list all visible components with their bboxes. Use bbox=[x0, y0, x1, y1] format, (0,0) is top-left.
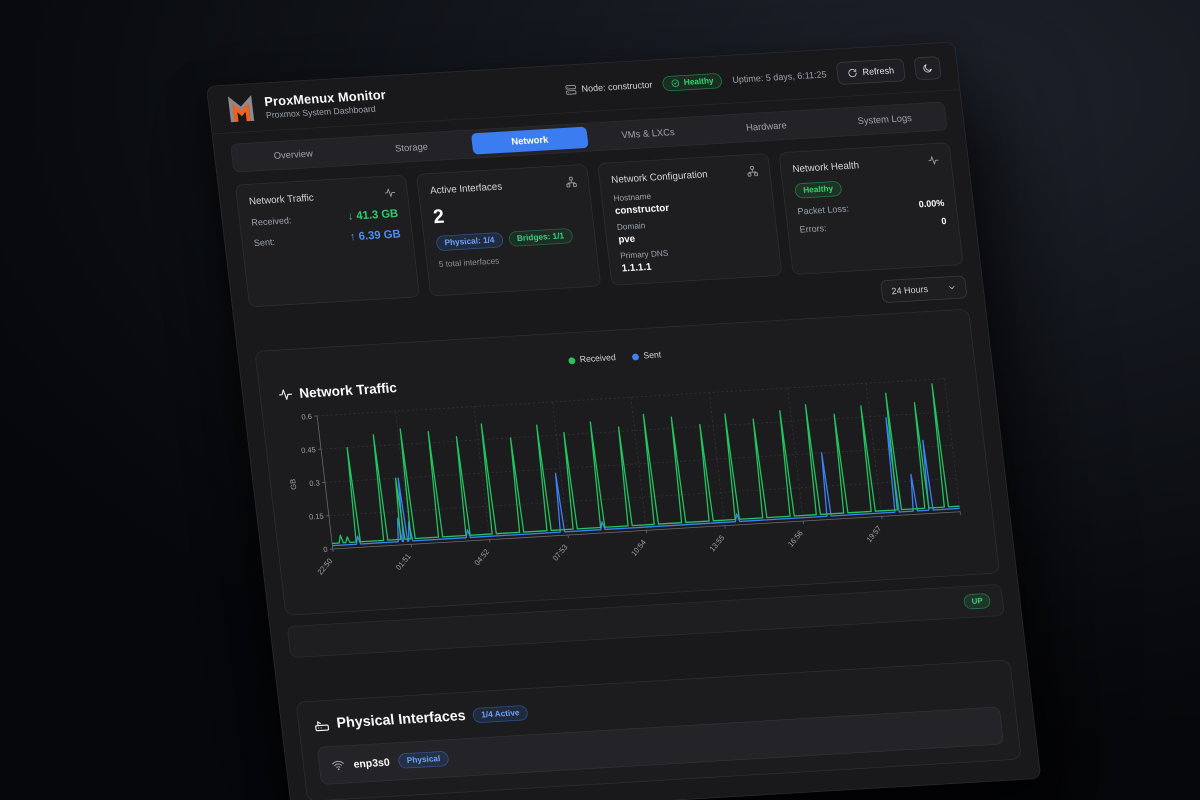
chart-title: Network Traffic bbox=[298, 380, 398, 401]
card-title: Active Interfaces bbox=[429, 180, 503, 196]
network-icon bbox=[566, 176, 577, 188]
wifi-icon bbox=[332, 760, 344, 770]
tab-storage[interactable]: Storage bbox=[394, 141, 429, 154]
time-range-select[interactable]: 24 Hours bbox=[880, 275, 968, 304]
received-value: ↓ 41.3 GB bbox=[346, 207, 399, 223]
svg-text:04:52: 04:52 bbox=[472, 547, 491, 567]
sent-label: Sent: bbox=[253, 236, 276, 248]
traffic-line-chart: 0 0.15 0.3 0.45 0.6 22:50 01:51 04:52 07:53 10:54… bbox=[288, 378, 961, 577]
activity-icon bbox=[384, 188, 396, 197]
active-count-badge: 1/4 Active bbox=[472, 704, 529, 724]
section-title: Physical Interfaces bbox=[335, 707, 467, 732]
check-circle-icon bbox=[671, 79, 680, 87]
stat-cards-row: Network Traffic Received: ↓ 41.3 GB Sent… bbox=[234, 142, 964, 308]
network-configuration-card: Network Configuration Hostname construct… bbox=[597, 153, 783, 286]
server-icon bbox=[565, 84, 577, 95]
tab-network[interactable]: Network bbox=[470, 126, 589, 155]
health-badge: Healthy bbox=[662, 72, 723, 92]
network-tree-icon bbox=[747, 165, 759, 177]
uptime-text: Uptime: 5 days, 6:11:25 bbox=[731, 68, 828, 86]
node-indicator: Node: constructor bbox=[564, 79, 653, 96]
svg-text:13:55: 13:55 bbox=[708, 533, 727, 553]
router-icon bbox=[315, 721, 330, 732]
up-status-badge: UP bbox=[963, 592, 992, 610]
physical-interfaces-section: Physical Interfaces 1/4 Active enp3s0 Ph… bbox=[295, 659, 1022, 800]
dashboard-panel: ProxMenux Monitor Proxmox System Dashboa… bbox=[206, 41, 1042, 800]
card-title: Network Health bbox=[791, 159, 860, 175]
svg-text:GB: GB bbox=[288, 479, 298, 490]
chart-title-row: Network Traffic bbox=[278, 347, 960, 403]
card-title: Network Traffic bbox=[248, 191, 315, 207]
svg-text:0.3: 0.3 bbox=[309, 478, 320, 488]
physical-count-badge: Physical: 1/4 bbox=[435, 232, 504, 252]
legend-received: Received bbox=[568, 353, 616, 365]
total-interfaces-text: 5 total interfaces bbox=[438, 256, 500, 270]
svg-text:0: 0 bbox=[323, 545, 328, 554]
chevron-down-icon bbox=[949, 285, 955, 290]
svg-text:10:54: 10:54 bbox=[629, 538, 648, 558]
packet-loss-label: Packet Loss: bbox=[796, 203, 850, 217]
svg-text:16:56: 16:56 bbox=[786, 529, 805, 549]
network-traffic-chart-card: Received Sent Network Traffic 0 0.15 0.3 0.… bbox=[254, 308, 1000, 616]
brand-text: ProxMenux Monitor Proxmox System Dashboa… bbox=[264, 88, 388, 121]
interface-count: 2 bbox=[431, 204, 446, 228]
health-status-badge: Healthy bbox=[794, 180, 843, 199]
svg-text:22:50: 22:50 bbox=[316, 557, 335, 577]
activity-icon bbox=[928, 156, 939, 165]
tab-vms-lxcs[interactable]: VMs & LXCs bbox=[620, 126, 676, 141]
range-row: 24 Hours bbox=[251, 275, 968, 340]
active-interfaces-card: Active Interfaces 2 Physical: 1/4 Bridge… bbox=[416, 163, 602, 297]
received-label: Received: bbox=[250, 214, 292, 228]
network-health-card: Network Health Healthy Packet Loss: 0.00… bbox=[778, 142, 964, 275]
arrow-up-icon: ↑ bbox=[349, 230, 357, 244]
svg-text:19:57: 19:57 bbox=[865, 524, 884, 544]
svg-text:07:53: 07:53 bbox=[551, 543, 570, 563]
errors-label: Errors: bbox=[798, 222, 828, 235]
received-dot-icon bbox=[568, 356, 576, 365]
card-title: Network Configuration bbox=[610, 168, 709, 186]
refresh-icon bbox=[848, 68, 857, 77]
svg-text:01:51: 01:51 bbox=[394, 552, 413, 572]
refresh-button[interactable]: Refresh bbox=[835, 58, 906, 85]
topbar-status: Node: constructor Healthy Uptime: 5 days… bbox=[564, 56, 942, 101]
proxmenux-logo-icon bbox=[227, 94, 255, 123]
packet-loss-value: 0.00% bbox=[918, 197, 945, 210]
tab-overview[interactable]: Overview bbox=[273, 148, 314, 162]
top-header: ProxMenux Monitor Proxmox System Dashboa… bbox=[206, 42, 960, 135]
interface-type-badge: Physical bbox=[397, 750, 450, 769]
brand: ProxMenux Monitor Proxmox System Dashboa… bbox=[224, 85, 388, 125]
arrow-down-icon: ↓ bbox=[346, 209, 354, 223]
errors-value: 0 bbox=[940, 215, 947, 227]
interface-name: enp3s0 bbox=[352, 755, 391, 771]
moon-icon bbox=[923, 64, 932, 73]
theme-toggle-button[interactable] bbox=[913, 56, 942, 81]
interface-row-enp3s0[interactable]: enp3s0 Physical bbox=[316, 706, 1005, 785]
activity-icon bbox=[279, 389, 293, 400]
svg-text:0.45: 0.45 bbox=[301, 445, 317, 455]
node-label: Node: constructor bbox=[580, 79, 654, 95]
sent-dot-icon bbox=[631, 353, 640, 361]
bridges-count-badge: Bridges: 1/1 bbox=[507, 227, 574, 247]
svg-text:0.6: 0.6 bbox=[301, 412, 312, 422]
network-traffic-card: Network Traffic Received: ↓ 41.3 GB Sent… bbox=[234, 174, 421, 308]
sent-value: ↑ 6.39 GB bbox=[349, 227, 402, 244]
tab-system-logs[interactable]: System Logs bbox=[857, 112, 913, 127]
svg-text:0.15: 0.15 bbox=[309, 512, 325, 522]
legend-sent: Sent bbox=[631, 351, 662, 362]
tab-hardware[interactable]: Hardware bbox=[745, 120, 788, 134]
